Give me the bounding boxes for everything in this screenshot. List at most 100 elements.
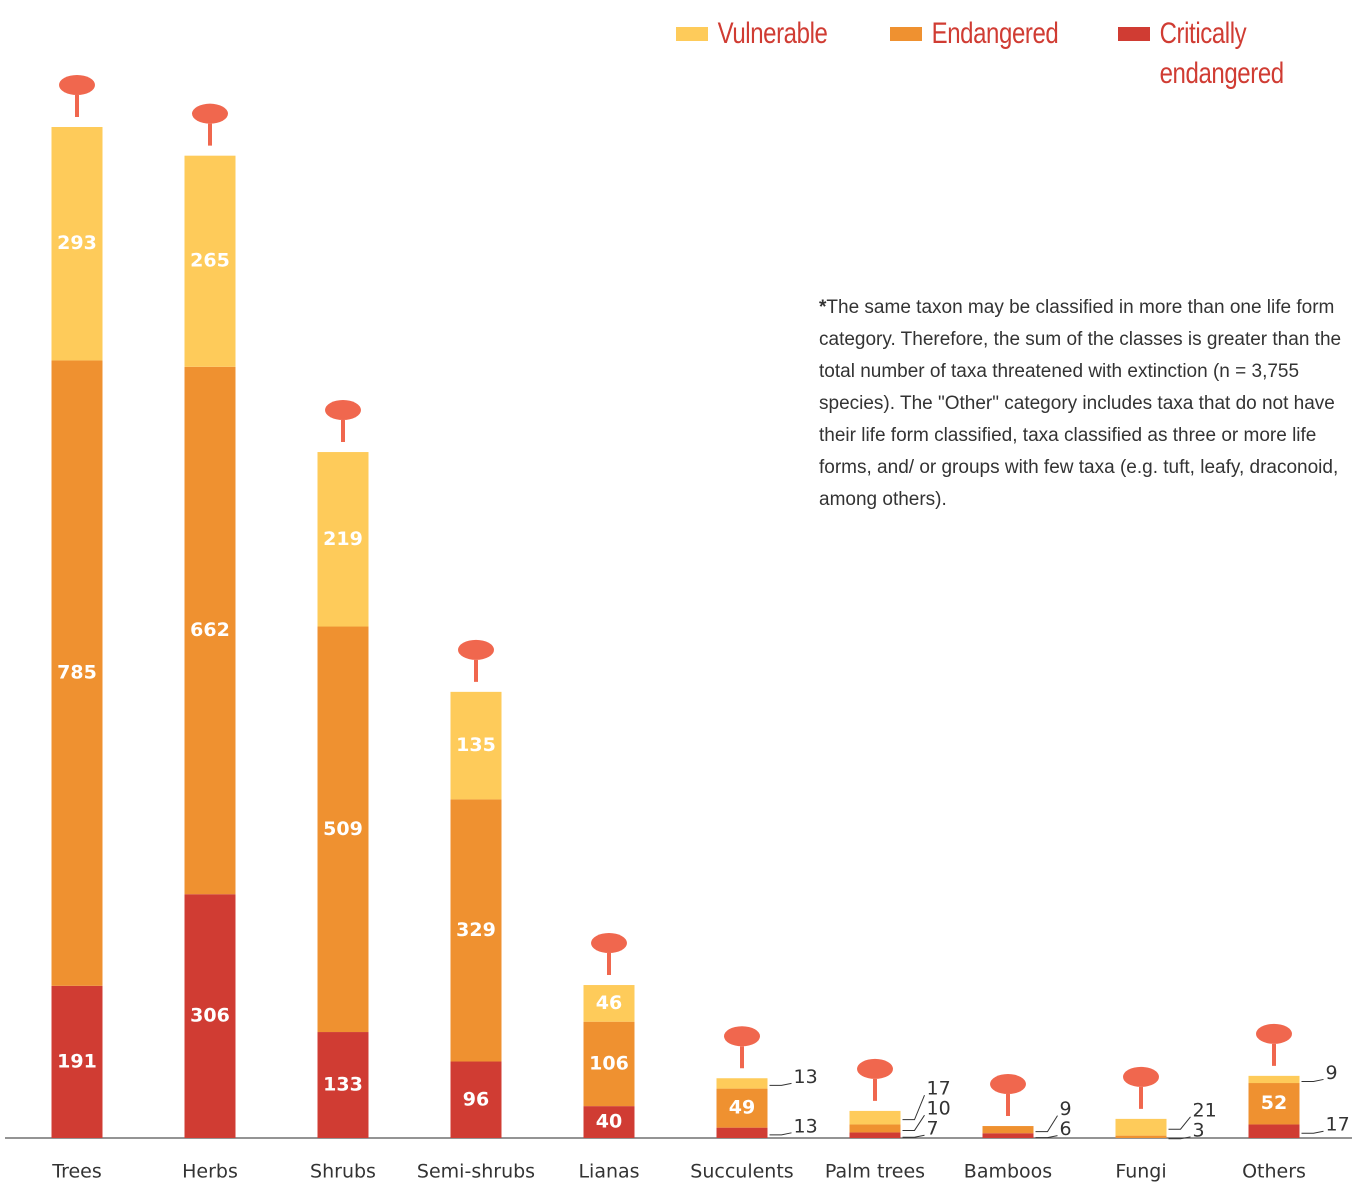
value-label: 265 xyxy=(190,250,230,272)
legend-item: Critically endangered xyxy=(1118,14,1296,94)
bar-segment xyxy=(982,1133,1034,1138)
bar-segment xyxy=(716,1127,768,1138)
value-label: 293 xyxy=(57,232,97,254)
legend-item: Endangered xyxy=(890,14,1059,54)
value-label: 219 xyxy=(323,528,363,550)
legend-swatch xyxy=(890,27,922,41)
bar-segment xyxy=(1115,1118,1167,1136)
value-label: 7 xyxy=(927,1118,939,1140)
bar-segment xyxy=(982,1126,1034,1134)
legend-label: Vulnerable xyxy=(717,17,828,50)
leader-line xyxy=(1035,1135,1058,1139)
leader-line xyxy=(1035,1115,1058,1133)
x-tick-label: Shrubs xyxy=(310,1161,376,1183)
icon xyxy=(325,400,361,421)
value-label: 10 xyxy=(927,1098,951,1120)
icon xyxy=(1123,1066,1159,1087)
bar-segment xyxy=(184,894,236,1138)
value-label: 21 xyxy=(1193,1099,1217,1121)
legend-label: Critically endangered xyxy=(1159,17,1285,90)
x-tick-label: Trees xyxy=(51,1161,102,1183)
value-label: 662 xyxy=(190,619,230,641)
bar-segment xyxy=(583,1021,635,1107)
icon xyxy=(857,1058,893,1079)
leader-line xyxy=(1168,1136,1191,1140)
value-label: 135 xyxy=(456,734,496,756)
leader-line xyxy=(769,1082,792,1086)
leader-line xyxy=(1168,1116,1191,1130)
value-label: 17 xyxy=(1326,1114,1350,1136)
icon xyxy=(1256,1023,1292,1044)
bar-segment xyxy=(450,691,502,800)
bar-segment xyxy=(716,1078,768,1089)
bar-segment xyxy=(583,985,635,1022)
value-label: 46 xyxy=(596,992,622,1014)
x-tick-label: Bamboos xyxy=(964,1161,1052,1183)
icon xyxy=(990,1074,1026,1095)
leader-line xyxy=(902,1134,925,1138)
bar-segment xyxy=(849,1124,901,1133)
icon xyxy=(59,75,95,95)
bar-segment xyxy=(317,1032,369,1138)
value-label: 6 xyxy=(1060,1118,1072,1140)
bar-segment xyxy=(583,1106,635,1138)
footnote: *The same taxon may be classified in mor… xyxy=(819,292,1349,516)
icon xyxy=(192,103,228,124)
bar-segment xyxy=(1248,1075,1300,1084)
bar-segment xyxy=(317,452,369,627)
value-label: 329 xyxy=(456,919,496,941)
leader-line xyxy=(769,1132,792,1136)
bar-segment xyxy=(51,360,103,986)
value-label: 49 xyxy=(729,1097,755,1119)
legend-label: Endangered xyxy=(931,17,1059,50)
bar-segment xyxy=(184,155,236,367)
bar-segment xyxy=(849,1132,901,1138)
x-tick-label: Lianas xyxy=(578,1161,639,1183)
value-label: 9 xyxy=(1326,1062,1338,1084)
value-label: 509 xyxy=(323,818,363,840)
bar-segment xyxy=(1115,1135,1167,1138)
x-tick-label: Others xyxy=(1242,1161,1306,1183)
leader-line xyxy=(902,1114,925,1131)
leader-line xyxy=(1301,1130,1324,1134)
value-label: 133 xyxy=(323,1074,363,1096)
value-label: 3 xyxy=(1193,1119,1205,1141)
legend-swatch xyxy=(1118,27,1150,41)
x-tick-label: Succulents xyxy=(690,1161,793,1183)
value-label: 306 xyxy=(190,1005,230,1027)
value-label: 17 xyxy=(927,1078,951,1100)
x-tick-label: Semi-shrubs xyxy=(417,1161,535,1183)
bar-segment xyxy=(849,1110,901,1125)
x-tick-label: Palm trees xyxy=(825,1161,925,1183)
icon xyxy=(724,1026,760,1047)
value-label: 9 xyxy=(1060,1098,1072,1120)
value-label: 96 xyxy=(463,1088,489,1110)
bar-segment xyxy=(1248,1083,1300,1125)
legend-swatch xyxy=(676,27,708,41)
x-tick-label: Fungi xyxy=(1115,1161,1166,1183)
bar-segment xyxy=(317,626,369,1033)
value-label: 191 xyxy=(57,1050,97,1072)
value-label: 52 xyxy=(1261,1092,1287,1114)
note-text: The same taxon may be classified in more… xyxy=(819,297,1342,510)
value-label: 13 xyxy=(794,1066,818,1088)
bar-segment xyxy=(450,1061,502,1138)
bar-segment xyxy=(450,799,502,1062)
value-label: 106 xyxy=(589,1052,629,1074)
bar-segment xyxy=(51,127,103,361)
note-mark: * xyxy=(819,297,827,318)
bar-segment xyxy=(716,1088,768,1128)
value-label: 40 xyxy=(596,1111,622,1133)
bar-segment xyxy=(184,366,236,895)
value-label: 13 xyxy=(794,1115,818,1137)
bar-segment xyxy=(51,985,103,1138)
x-tick-label: Herbs xyxy=(182,1161,238,1183)
bar-segment xyxy=(1248,1124,1300,1138)
icon xyxy=(458,639,494,660)
leader-line xyxy=(902,1095,925,1121)
leader-line xyxy=(1301,1078,1324,1082)
legend-item: Vulnerable xyxy=(676,14,828,54)
icon xyxy=(591,933,627,954)
